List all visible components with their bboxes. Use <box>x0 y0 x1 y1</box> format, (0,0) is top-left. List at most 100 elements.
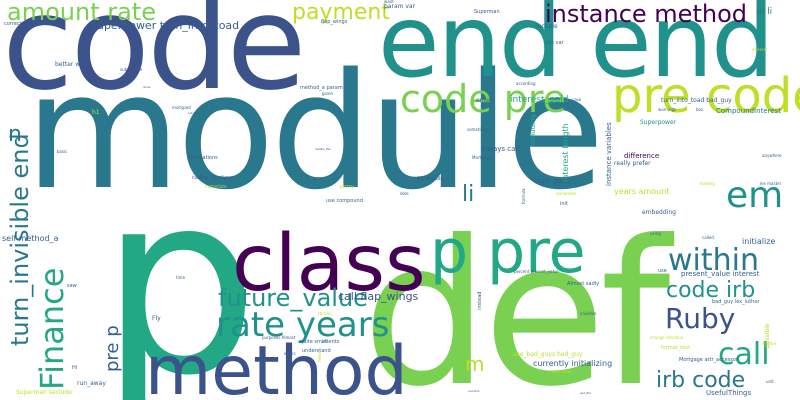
word-m: m <box>465 352 485 376</box>
word-n: n <box>8 122 22 147</box>
word-case: case <box>572 97 582 102</box>
word-loading: loading <box>700 181 715 186</box>
word-include: include <box>536 23 558 30</box>
word-turn-invisible-end: pre p <box>102 325 123 372</box>
word-lucidlux: lucidlux <box>468 389 480 393</box>
word-def: def <box>362 198 670 400</box>
word-done: done <box>143 85 151 89</box>
word-percent-present-value: percent present_value <box>514 269 559 274</box>
word-interest-paid: interest_paid <box>510 95 569 105</box>
word-mortgage: Mortgage <box>472 155 492 160</box>
word-interest: interest <box>752 47 768 52</box>
word-always-call: always call <box>481 145 520 153</box>
word-difference: difference <box>624 152 660 160</box>
word-em: em <box>726 175 784 216</box>
word-dole: dole <box>400 191 409 196</box>
word-instantiate: instantiate <box>205 184 227 189</box>
word-change-situation: change situation <box>650 335 684 340</box>
word-solution: solution <box>188 111 200 115</box>
word-add-thing: add thing <box>552 369 572 374</box>
word-instance-variables: instance variables <box>605 122 613 186</box>
word-pre-code: pre code <box>612 68 800 124</box>
word-proxy: proxy <box>340 184 354 190</box>
word-payment: payment <box>292 0 391 25</box>
word-embedding: embedding <box>642 209 676 216</box>
word-remember: remember <box>556 191 577 196</box>
word-init: init <box>560 201 568 207</box>
word-lex-master: lex master <box>760 181 782 186</box>
word-mixtyped: mixtyped <box>172 105 191 110</box>
word-superman-seclude: Superman seclude <box>16 389 72 396</box>
word-amount-rate: amount rate <box>7 0 156 26</box>
word-formula: formula <box>521 188 526 204</box>
word-method: method <box>145 332 408 400</box>
word-ul-li: ul li <box>756 7 773 17</box>
word-sometimes: sometimes <box>467 127 490 132</box>
word-format-text: format_text <box>661 345 691 351</box>
word-within: within <box>668 243 759 278</box>
word-purposes-almost: purposes Almost <box>262 335 296 340</box>
word-better-way: better way <box>55 61 88 68</box>
word-hi: Hi <box>72 365 78 371</box>
word-method-a-param: method_a param <box>300 85 343 91</box>
word-pre-p: rate years <box>216 305 390 345</box>
word-invisible: invisible <box>580 311 597 316</box>
word-code-large: code <box>2 0 307 119</box>
word-quite-small: quite small <box>300 339 328 345</box>
word-warnings: warnings <box>658 107 677 112</box>
word-saw: saw <box>67 283 77 289</box>
word-need: need <box>317 352 322 362</box>
word-h1: h1 <box>92 109 100 116</box>
word-delete-file: delete_file <box>315 147 331 151</box>
word-instance-method: instance method <box>545 0 747 28</box>
word-currently-initializing: currently initializing <box>533 359 613 368</box>
word-superpower-turn-into-toad: Superpower turn_into_toad <box>90 19 240 32</box>
word-irb-code: irb code <box>656 368 746 393</box>
word-bad-guy-lex-luthor: bad_guy lex_luthor <box>712 299 760 305</box>
word-run-away: run_away <box>77 380 106 387</box>
word-possible: possible <box>764 323 771 348</box>
word-mymodule: MyModule <box>418 176 444 182</box>
word-compoundinterest: CompoundInterest <box>716 107 782 115</box>
word-calling-functions: calling functions <box>192 175 233 181</box>
word-fly: Fly <box>152 315 161 322</box>
word-unit: unit <box>766 379 774 384</box>
word-future-value: future_value <box>218 284 368 312</box>
word-init-var: init var <box>546 40 564 46</box>
word-really-prefer: really prefer <box>614 160 651 167</box>
word-enter: enter <box>476 97 493 104</box>
word-almost-sadly: Almost sadly <box>567 281 600 287</box>
word-logic-goes: logic goes <box>534 177 570 185</box>
word-module: module <box>25 38 605 225</box>
word-use-compound: use compound <box>326 198 363 204</box>
word-ruby: Ruby <box>665 302 736 335</box>
word-mortgage-attr-accessor: Mortgage attr_accessor <box>679 357 738 363</box>
word-p: p <box>100 139 259 400</box>
word-time: time <box>176 275 186 280</box>
word-use: use <box>658 268 667 274</box>
word-get-file: get_file <box>580 391 591 395</box>
word-thrown: thrown <box>318 311 332 316</box>
word-including: including <box>529 114 537 146</box>
word-call-flap-wings: call flap_wings <box>338 290 419 303</box>
word-initialize: initialize <box>742 237 776 246</box>
word-superpower: Superpower <box>640 119 677 126</box>
word-code-pre: code pre <box>400 77 567 121</box>
word-submodule: submodule <box>120 67 143 72</box>
word-present-value-interest: present_value interest <box>681 270 760 278</box>
word-correct-superpower: correct Superpower <box>4 21 54 27</box>
word-p-pre: p pre <box>430 217 586 287</box>
word-finance: Finance <box>33 267 71 390</box>
word-given: given <box>322 91 334 96</box>
word-superman: Superman <box>474 9 500 15</box>
word-instead: instead <box>477 291 483 310</box>
word-called: called <box>702 235 714 240</box>
word-param-var: param var <box>384 3 416 10</box>
word-using: using <box>650 231 661 236</box>
word-interest-length: interest length <box>561 123 570 182</box>
word-errors: errors <box>284 351 296 356</box>
word-basic: basic <box>57 149 68 154</box>
word-class: class <box>232 219 426 309</box>
word-want: want <box>384 0 394 4</box>
